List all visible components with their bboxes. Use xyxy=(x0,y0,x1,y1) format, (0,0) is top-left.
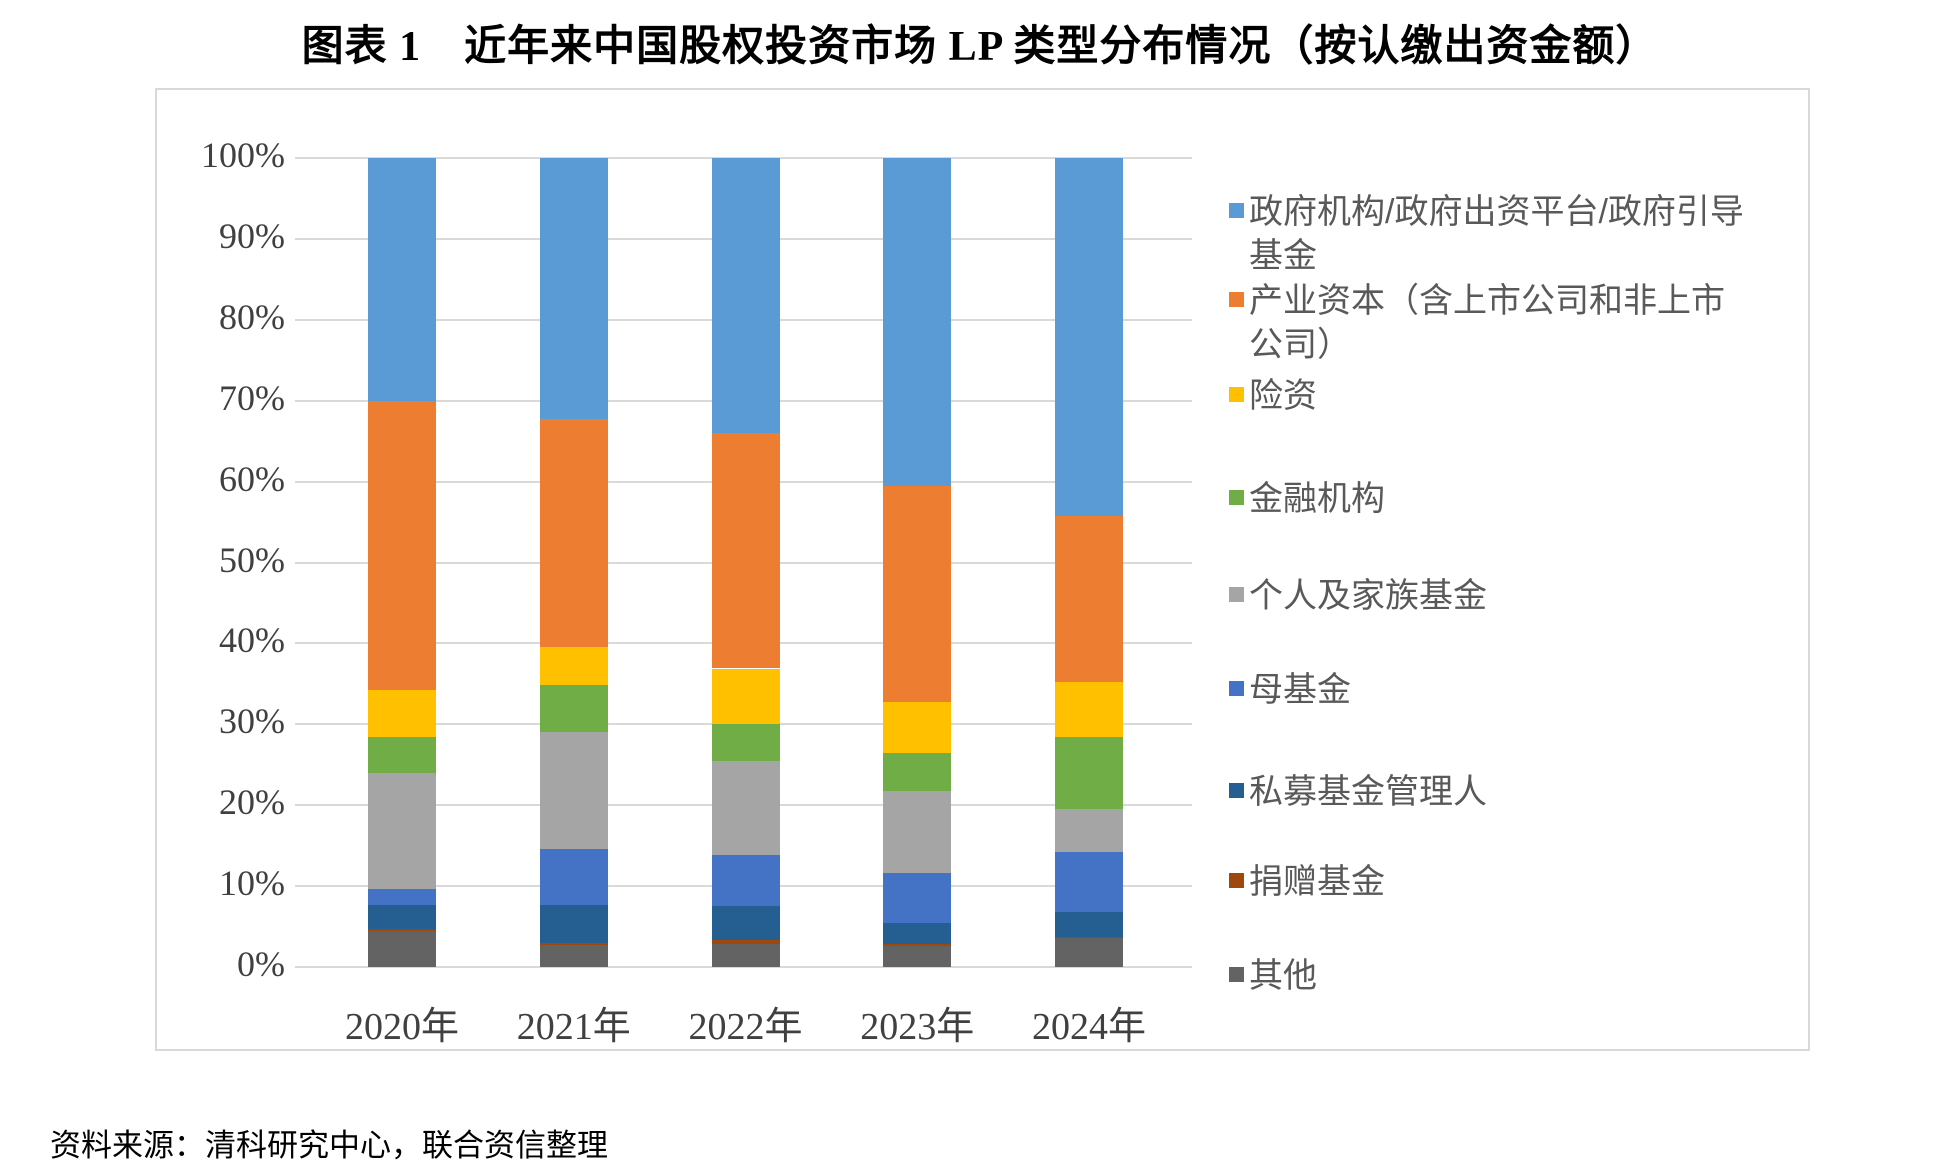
bar-segment xyxy=(368,737,436,773)
bar-segment xyxy=(711,943,780,967)
y-tick-label: 60% xyxy=(219,458,285,499)
y-tick-label: 10% xyxy=(219,863,285,904)
bar-segment xyxy=(711,668,780,724)
bar-segment xyxy=(539,731,608,849)
legend-label: 金融机构 xyxy=(1249,480,1385,518)
bar-segment xyxy=(368,904,436,929)
y-tick-label: 100% xyxy=(201,135,285,175)
legend-swatch-icon xyxy=(1229,681,1244,696)
legend-label: 政府机构/政府出资平台/政府引导基金 xyxy=(1249,193,1744,275)
bar-segment xyxy=(711,158,780,434)
bar-segment xyxy=(1055,809,1123,853)
legend-swatch-icon xyxy=(1229,783,1244,798)
x-category-label: 2023年 xyxy=(860,1006,975,1048)
bar-segment xyxy=(368,772,436,889)
legend-label: 母基金 xyxy=(1249,671,1351,709)
plot-area xyxy=(295,157,1192,968)
legend-label: 险资 xyxy=(1249,377,1317,415)
bar-segment xyxy=(539,848,608,905)
x-category-label: 2024年 xyxy=(1031,1006,1146,1048)
legend-swatch-icon xyxy=(1229,203,1244,218)
stacked-bar-2023年 xyxy=(883,158,952,967)
chart-title: 图表 1 近年来中国股权投资市场 LP 类型分布情况（按认缴出资金额） xyxy=(301,24,1659,70)
bar-segment xyxy=(539,945,608,967)
legend-swatch-icon xyxy=(1229,873,1244,888)
bar-segment xyxy=(711,433,780,669)
y-tick-label: 90% xyxy=(219,215,285,256)
bar-segment xyxy=(711,940,780,944)
bar-segment xyxy=(883,158,952,486)
y-tick-label: 70% xyxy=(219,377,285,418)
bar-segment xyxy=(539,419,608,648)
bar-segment xyxy=(1055,937,1123,938)
legend-label: 其他 xyxy=(1249,957,1317,995)
bar-segment xyxy=(883,945,952,967)
bar-segment xyxy=(1055,912,1123,938)
bar-segment xyxy=(539,647,608,685)
y-tick-label: 0% xyxy=(237,944,285,984)
bar-segment xyxy=(883,701,952,753)
gridline xyxy=(295,157,1192,159)
stacked-bar-2024年 xyxy=(1055,158,1123,967)
bar-segment xyxy=(711,723,780,761)
legend-swatch-icon xyxy=(1229,387,1244,402)
legend-label: 产业资本（含上市公司和非上市公司） xyxy=(1249,282,1725,364)
stacked-bar-2021年 xyxy=(539,158,608,967)
bar-segment xyxy=(368,400,436,691)
bar-segment xyxy=(539,684,608,732)
bar-segment xyxy=(883,790,952,874)
legend-label: 捐赠基金 xyxy=(1249,863,1385,901)
y-tick-label: 20% xyxy=(219,782,285,823)
bar-segment xyxy=(883,922,952,945)
y-tick-label: 80% xyxy=(219,296,285,337)
bar-segment xyxy=(1055,852,1123,912)
bar-segment xyxy=(1055,158,1123,516)
stacked-bar-2020年 xyxy=(368,158,436,967)
bar-segment xyxy=(883,752,952,791)
chart-container: 0% 10% 20% 30% 40% 50% 60% 70% 80% 90% 100% 2020年 2… xyxy=(155,88,1810,1051)
y-tick-label: 30% xyxy=(219,701,285,742)
bar-segment xyxy=(1055,737,1123,810)
legend-label: 私募基金管理人 xyxy=(1249,773,1487,811)
bar-segment xyxy=(368,888,436,905)
bar-segment xyxy=(883,485,952,702)
bar-segment xyxy=(368,690,436,738)
stacked-bar-2022年 xyxy=(711,158,780,967)
bar-segment xyxy=(1055,937,1123,967)
bar-segment xyxy=(883,944,952,946)
bar-segment xyxy=(1055,682,1123,738)
bar-segment xyxy=(1055,515,1123,683)
bar-segment xyxy=(711,906,780,941)
bar-segment xyxy=(368,158,436,401)
legend-swatch-icon xyxy=(1229,490,1244,505)
bar-segment xyxy=(539,942,608,946)
legend-swatch-icon xyxy=(1229,967,1244,982)
bar-segment xyxy=(368,931,436,967)
x-category-label: 2022年 xyxy=(688,1006,803,1048)
y-tick-label: 40% xyxy=(219,620,285,661)
bar-segment xyxy=(711,760,780,856)
bar-segment xyxy=(883,873,952,923)
bar-segment xyxy=(539,158,608,420)
legend-swatch-icon xyxy=(1229,292,1244,307)
x-category-label: 2020年 xyxy=(344,1006,459,1048)
legend-swatch-icon xyxy=(1229,587,1244,602)
bar-segment xyxy=(539,904,608,943)
bar-segment xyxy=(368,928,436,932)
source-note: 资料来源：清科研究中心，联合资信整理 xyxy=(50,1128,608,1163)
y-tick-label: 50% xyxy=(219,539,285,580)
gridline xyxy=(295,966,1192,968)
legend-label: 个人及家族基金 xyxy=(1249,577,1487,615)
bar-segment xyxy=(711,855,780,907)
x-category-label: 2021年 xyxy=(516,1006,631,1048)
